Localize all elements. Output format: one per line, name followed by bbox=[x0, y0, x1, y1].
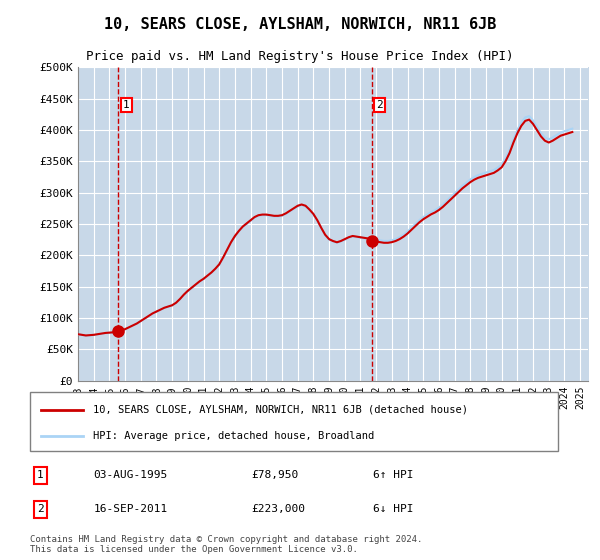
Text: HPI: Average price, detached house, Broadland: HPI: Average price, detached house, Broa… bbox=[94, 431, 374, 441]
Text: 6↓ HPI: 6↓ HPI bbox=[373, 505, 414, 514]
Text: Price paid vs. HM Land Registry's House Price Index (HPI): Price paid vs. HM Land Registry's House … bbox=[86, 50, 514, 63]
Text: 2: 2 bbox=[376, 100, 383, 110]
Text: £78,950: £78,950 bbox=[252, 470, 299, 480]
Text: 03-AUG-1995: 03-AUG-1995 bbox=[94, 470, 167, 480]
Text: 10, SEARS CLOSE, AYLSHAM, NORWICH, NR11 6JB (detached house): 10, SEARS CLOSE, AYLSHAM, NORWICH, NR11 … bbox=[94, 405, 469, 414]
Text: Contains HM Land Registry data © Crown copyright and database right 2024.
This d: Contains HM Land Registry data © Crown c… bbox=[30, 535, 422, 554]
Text: 1: 1 bbox=[37, 470, 44, 480]
Text: 2: 2 bbox=[37, 505, 44, 514]
Text: 16-SEP-2011: 16-SEP-2011 bbox=[94, 505, 167, 514]
Text: 6↑ HPI: 6↑ HPI bbox=[373, 470, 414, 480]
Text: 10, SEARS CLOSE, AYLSHAM, NORWICH, NR11 6JB: 10, SEARS CLOSE, AYLSHAM, NORWICH, NR11 … bbox=[104, 17, 496, 32]
Text: £223,000: £223,000 bbox=[252, 505, 306, 514]
Text: 1: 1 bbox=[123, 100, 130, 110]
FancyBboxPatch shape bbox=[30, 392, 558, 451]
